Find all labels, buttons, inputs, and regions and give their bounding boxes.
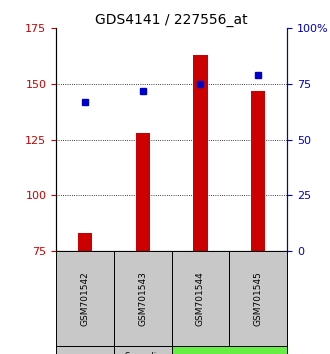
Text: count: count bbox=[75, 252, 106, 262]
Text: GSM701545: GSM701545 bbox=[254, 271, 263, 326]
Bar bbox=[136, 133, 150, 251]
Text: GSM701542: GSM701542 bbox=[81, 271, 89, 326]
Text: GSM701544: GSM701544 bbox=[196, 271, 205, 326]
Text: GSM701543: GSM701543 bbox=[138, 271, 147, 326]
Title: GDS4141 / 227556_at: GDS4141 / 227556_at bbox=[95, 13, 248, 27]
Text: percentile rank within the sample: percentile rank within the sample bbox=[75, 272, 262, 282]
Bar bbox=[78, 233, 92, 251]
Text: Sporadic
PD-derived
iPSCs: Sporadic PD-derived iPSCs bbox=[119, 352, 166, 354]
Bar bbox=[251, 91, 265, 251]
Bar bbox=[193, 55, 208, 251]
